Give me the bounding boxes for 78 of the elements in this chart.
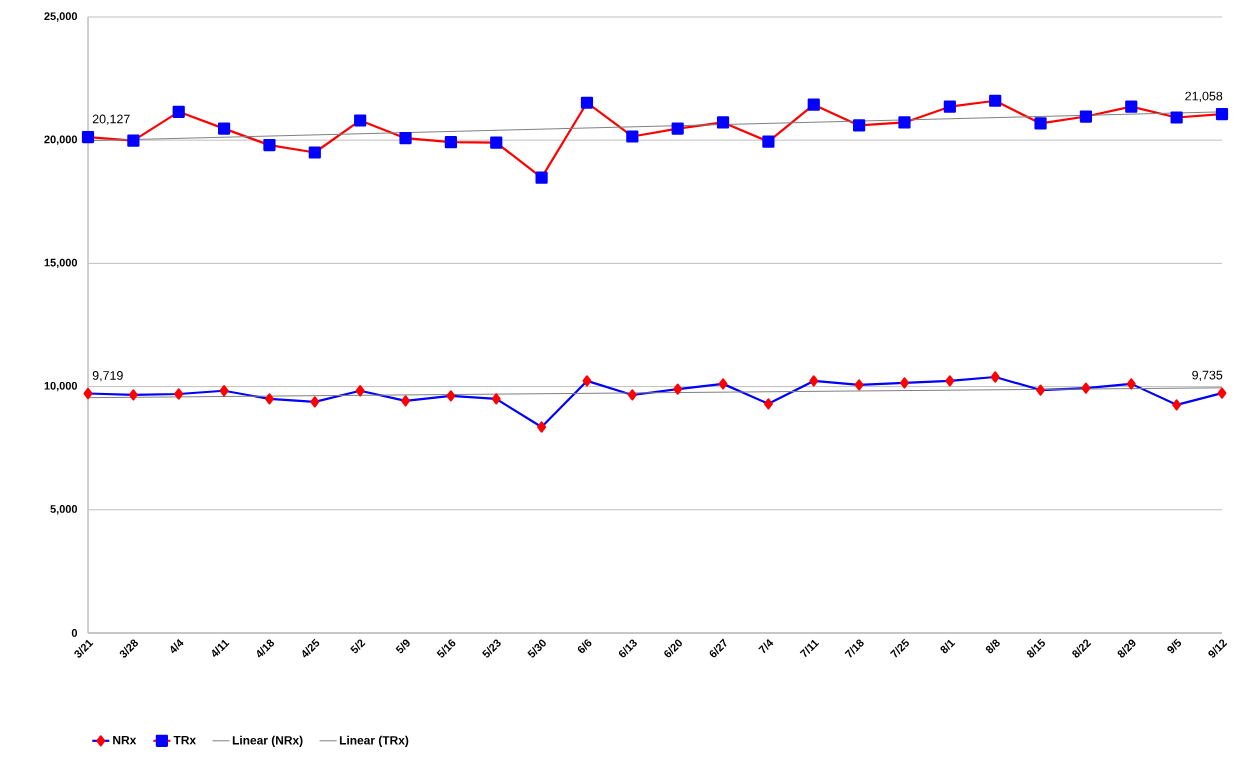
point [83, 387, 93, 400]
y-tick-label: 0 [71, 629, 78, 637]
point [1036, 384, 1046, 396]
y-tick-label: 25,000 [44, 12, 78, 22]
point [580, 96, 594, 109]
point [537, 421, 547, 433]
point [762, 135, 775, 148]
x-tick-label: 6/6 [577, 639, 592, 653]
point [1172, 399, 1182, 411]
point [1125, 100, 1138, 113]
point [1081, 382, 1091, 394]
annotation: 20,127 [92, 114, 130, 125]
point [219, 385, 229, 397]
point [127, 134, 140, 147]
point [627, 389, 637, 401]
point [1126, 378, 1136, 390]
x-tick-label: 9/5 [1167, 638, 1182, 654]
point [1215, 108, 1229, 121]
point [673, 383, 683, 395]
point [989, 94, 1002, 107]
point [809, 375, 819, 387]
point [355, 385, 365, 397]
x-tick-label: 5/2 [350, 639, 366, 654]
legend-label: Linear (TRx) [339, 735, 409, 747]
point [898, 116, 911, 129]
x-tick-label: 8/1 [940, 639, 956, 654]
point [446, 390, 456, 402]
x-tick-label: 4/4 [170, 639, 184, 654]
x-tick-label: 4/18 [257, 639, 274, 658]
point [1079, 110, 1093, 123]
x-tick-label: 5/9 [395, 639, 410, 654]
y-tick-label: 5,000 [50, 505, 78, 515]
point [718, 378, 728, 390]
legend-label: NRx [113, 735, 137, 745]
legend-label: Linear (NRx) [232, 735, 303, 747]
x-tick-label: 4/11 [212, 639, 230, 658]
point [1217, 387, 1227, 399]
point [172, 105, 185, 118]
point [853, 119, 866, 132]
point [1170, 111, 1183, 124]
point [308, 146, 321, 159]
point [128, 389, 138, 401]
point [854, 379, 864, 391]
x-tick-label: 7/4 [758, 639, 774, 654]
legend-label: TRx [173, 735, 196, 745]
point [81, 130, 95, 144]
point [716, 116, 730, 129]
point [1034, 117, 1047, 130]
x-tick-label: 3/21 [74, 639, 94, 658]
point [444, 136, 457, 149]
point [263, 139, 276, 152]
annotation: 21,058 [1185, 91, 1223, 102]
point [945, 375, 955, 387]
point [354, 114, 367, 127]
point [671, 122, 684, 135]
y-tick-label: 10,000 [44, 381, 78, 392]
annotation: 9,735 [1192, 370, 1223, 381]
point [990, 371, 1000, 383]
y-tick-label: 15,000 [44, 258, 78, 269]
point [490, 136, 503, 149]
point [174, 388, 184, 400]
point [582, 375, 592, 387]
x-tick-label: 7/11 [799, 639, 820, 658]
point [535, 171, 548, 184]
point [763, 398, 773, 410]
point [807, 98, 820, 111]
point [401, 395, 410, 407]
point [491, 393, 501, 405]
point [943, 100, 956, 113]
point [626, 130, 639, 143]
annotation: 9,719 [92, 371, 123, 382]
y-tick-label: 20,000 [44, 135, 78, 145]
point [310, 396, 320, 408]
point [264, 393, 274, 405]
point [900, 377, 909, 389]
x-tick-label: 8/8 [985, 639, 1000, 654]
point [399, 132, 412, 145]
point [217, 122, 231, 135]
